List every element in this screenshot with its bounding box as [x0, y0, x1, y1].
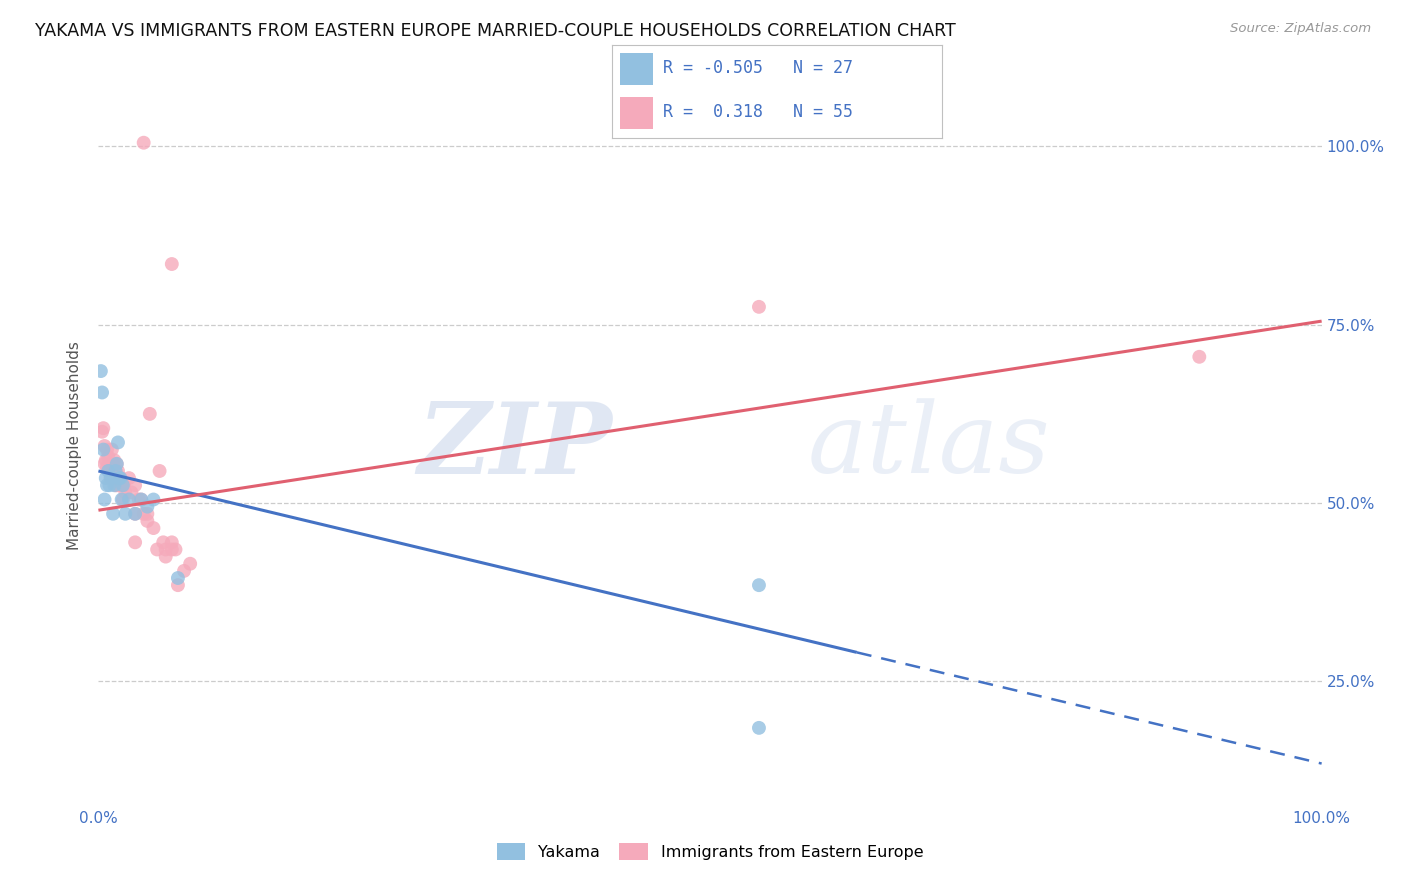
Legend: Yakama, Immigrants from Eastern Europe: Yakama, Immigrants from Eastern Europe [491, 837, 929, 866]
Point [118, 471, 141, 485]
Point [93, 439, 115, 453]
Point [111, 492, 134, 507]
Point [93, 492, 115, 507]
Point [167, 571, 190, 585]
Point [111, 478, 134, 492]
Point [124, 507, 146, 521]
Point [101, 457, 124, 471]
Point [132, 136, 155, 150]
Point [98, 478, 121, 492]
Text: atlas: atlas [808, 399, 1050, 493]
Point [96, 460, 118, 475]
Point [107, 435, 129, 450]
Point [160, 542, 183, 557]
Y-axis label: Married-couple Households: Married-couple Households [67, 342, 83, 550]
Point [152, 535, 174, 549]
Point [124, 507, 146, 521]
Point [179, 557, 201, 571]
Point [97, 464, 120, 478]
Point [167, 578, 190, 592]
Point [120, 485, 142, 500]
Point [1188, 350, 1211, 364]
Point [93, 457, 115, 471]
Bar [620, 97, 652, 129]
Point [101, 507, 124, 521]
Point [103, 453, 125, 467]
Point [101, 457, 124, 471]
Point [96, 442, 118, 457]
Point [128, 492, 150, 507]
Point [91, 425, 114, 439]
Point [105, 478, 128, 492]
Point [111, 492, 134, 507]
Point [112, 478, 135, 492]
Point [111, 478, 134, 492]
Point [165, 542, 187, 557]
Point [90, 364, 112, 378]
Point [100, 464, 122, 478]
Point [107, 464, 129, 478]
Point [129, 492, 152, 507]
Text: ZIP: ZIP [418, 398, 612, 494]
Text: Source: ZipAtlas.com: Source: ZipAtlas.com [1230, 22, 1371, 36]
Point [748, 578, 770, 592]
Point [105, 457, 128, 471]
Point [748, 721, 770, 735]
Point [124, 478, 146, 492]
Point [136, 514, 159, 528]
Point [94, 453, 117, 467]
Text: R = -0.505   N = 27: R = -0.505 N = 27 [662, 60, 853, 78]
Point [124, 535, 146, 549]
Point [149, 464, 172, 478]
Point [110, 471, 132, 485]
Point [91, 421, 114, 435]
Point [136, 500, 159, 514]
Point [105, 457, 128, 471]
Point [142, 492, 165, 507]
Text: YAKAMA VS IMMIGRANTS FROM EASTERN EUROPE MARRIED-COUPLE HOUSEHOLDS CORRELATION C: YAKAMA VS IMMIGRANTS FROM EASTERN EUROPE… [35, 22, 956, 40]
Point [111, 478, 134, 492]
Point [110, 471, 132, 485]
Point [114, 485, 136, 500]
Point [91, 442, 114, 457]
Point [103, 464, 125, 478]
Point [114, 507, 136, 521]
Point [155, 542, 177, 557]
Point [139, 407, 162, 421]
Bar [620, 53, 652, 85]
Point [103, 478, 125, 492]
Point [136, 507, 159, 521]
Point [94, 471, 117, 485]
Point [132, 507, 155, 521]
Point [100, 471, 122, 485]
Point [146, 542, 169, 557]
Point [118, 492, 141, 507]
Point [100, 471, 122, 485]
Point [160, 535, 183, 549]
Point [104, 478, 127, 492]
Point [748, 300, 770, 314]
Point [97, 450, 120, 464]
Text: R =  0.318   N = 55: R = 0.318 N = 55 [662, 103, 853, 120]
Point [104, 464, 127, 478]
Point [104, 464, 127, 478]
Point [160, 257, 183, 271]
Point [142, 521, 165, 535]
Point [98, 464, 121, 478]
Point [108, 471, 131, 485]
Point [155, 549, 177, 564]
Point [96, 478, 118, 492]
Point [173, 564, 195, 578]
Point [108, 471, 131, 485]
Point [129, 492, 152, 507]
Point [101, 442, 124, 457]
Point [91, 385, 114, 400]
